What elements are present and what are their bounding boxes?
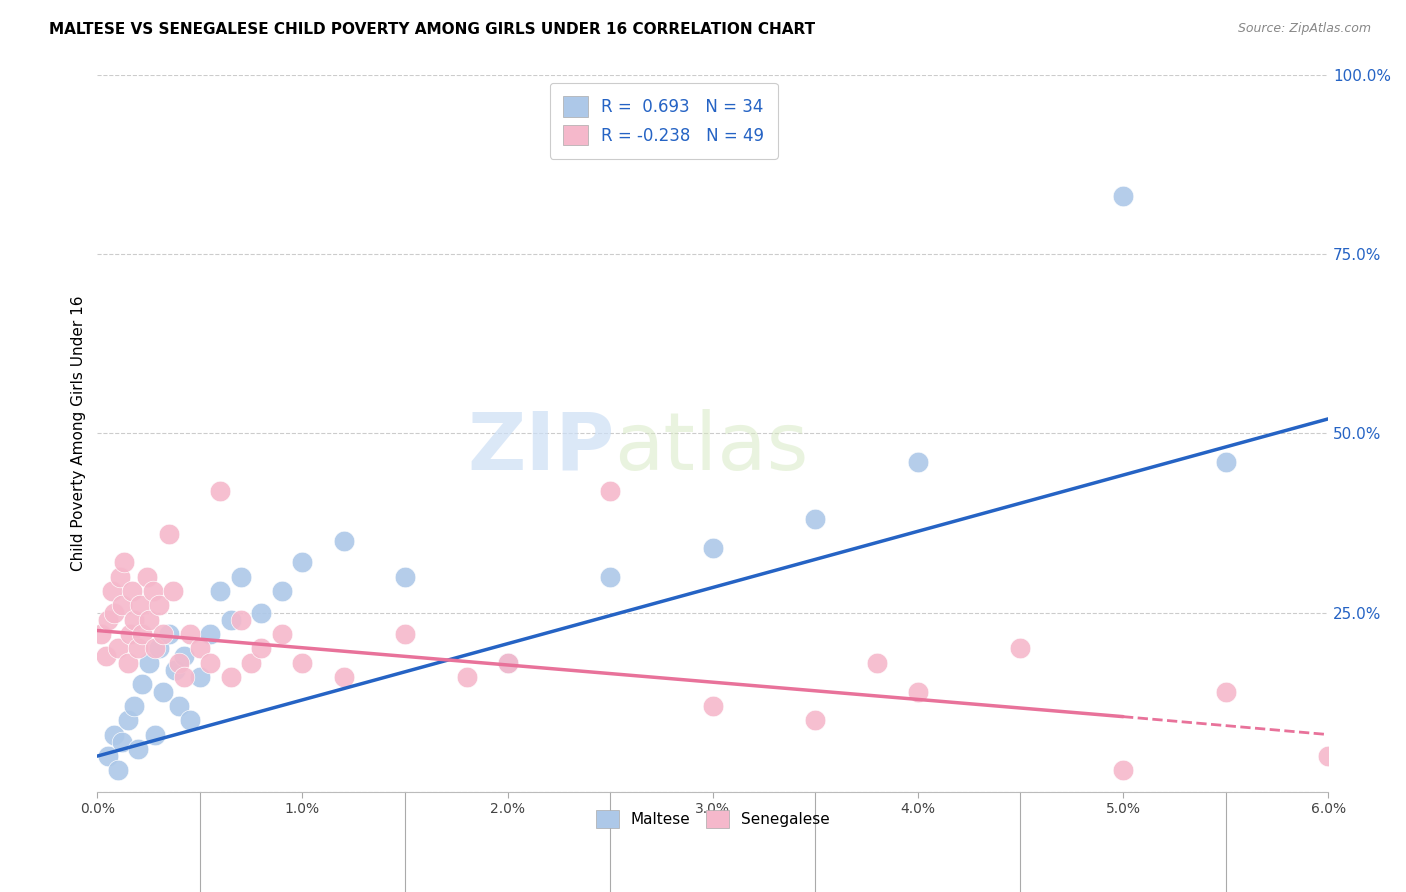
Point	[169, 698, 191, 713]
Point	[107, 641, 129, 656]
Point	[148, 641, 170, 656]
Point	[198, 627, 221, 641]
Point	[179, 713, 201, 727]
Point	[108, 570, 131, 584]
Point	[271, 584, 294, 599]
Point	[124, 698, 146, 713]
Point	[1215, 455, 1237, 469]
Point	[907, 684, 929, 698]
Point	[173, 648, 195, 663]
Point	[229, 570, 252, 584]
Point	[291, 555, 314, 569]
Point	[1215, 684, 1237, 698]
Point	[456, 670, 478, 684]
Point	[229, 613, 252, 627]
Point	[332, 533, 354, 548]
Point	[702, 698, 724, 713]
Point	[138, 613, 160, 627]
Point	[148, 599, 170, 613]
Point	[804, 512, 827, 526]
Text: MALTESE VS SENEGALESE CHILD POVERTY AMONG GIRLS UNDER 16 CORRELATION CHART: MALTESE VS SENEGALESE CHILD POVERTY AMON…	[49, 22, 815, 37]
Point	[127, 742, 149, 756]
Point	[804, 713, 827, 727]
Point	[107, 764, 129, 778]
Point	[157, 526, 180, 541]
Point	[173, 670, 195, 684]
Point	[209, 483, 232, 498]
Point	[103, 606, 125, 620]
Point	[162, 584, 184, 599]
Point	[1010, 641, 1032, 656]
Point	[1317, 749, 1340, 764]
Point	[97, 613, 120, 627]
Point	[143, 728, 166, 742]
Point	[496, 656, 519, 670]
Point	[97, 749, 120, 764]
Point	[100, 584, 122, 599]
Point	[496, 656, 519, 670]
Point	[240, 656, 263, 670]
Point	[152, 684, 174, 698]
Point	[169, 656, 191, 670]
Point	[127, 641, 149, 656]
Point	[121, 584, 143, 599]
Point	[142, 584, 165, 599]
Point	[394, 570, 416, 584]
Point	[111, 735, 134, 749]
Point	[866, 656, 889, 670]
Point	[131, 627, 153, 641]
Point	[219, 613, 242, 627]
Point	[188, 641, 211, 656]
Text: ZIP: ZIP	[467, 409, 614, 487]
Point	[111, 599, 134, 613]
Point	[907, 455, 929, 469]
Point	[135, 570, 157, 584]
Text: atlas: atlas	[614, 409, 808, 487]
Point	[165, 663, 187, 677]
Point	[209, 584, 232, 599]
Y-axis label: Child Poverty Among Girls Under 16: Child Poverty Among Girls Under 16	[72, 295, 86, 571]
Point	[271, 627, 294, 641]
Point	[129, 599, 152, 613]
Point	[157, 627, 180, 641]
Point	[1112, 189, 1135, 203]
Point	[332, 670, 354, 684]
Point	[188, 670, 211, 684]
Point	[124, 613, 146, 627]
Point	[198, 656, 221, 670]
Text: Source: ZipAtlas.com: Source: ZipAtlas.com	[1237, 22, 1371, 36]
Point	[94, 648, 117, 663]
Point	[117, 713, 139, 727]
Point	[120, 627, 142, 641]
Point	[131, 677, 153, 691]
Point	[112, 555, 135, 569]
Point	[219, 670, 242, 684]
Point	[250, 606, 273, 620]
Point	[250, 641, 273, 656]
Point	[599, 483, 621, 498]
Legend: Maltese, Senegalese: Maltese, Senegalese	[589, 804, 837, 835]
Point	[179, 627, 201, 641]
Point	[90, 627, 112, 641]
Point	[702, 541, 724, 555]
Point	[1112, 764, 1135, 778]
Point	[599, 570, 621, 584]
Point	[152, 627, 174, 641]
Point	[143, 641, 166, 656]
Point	[117, 656, 139, 670]
Point	[103, 728, 125, 742]
Point	[138, 656, 160, 670]
Point	[394, 627, 416, 641]
Point	[291, 656, 314, 670]
